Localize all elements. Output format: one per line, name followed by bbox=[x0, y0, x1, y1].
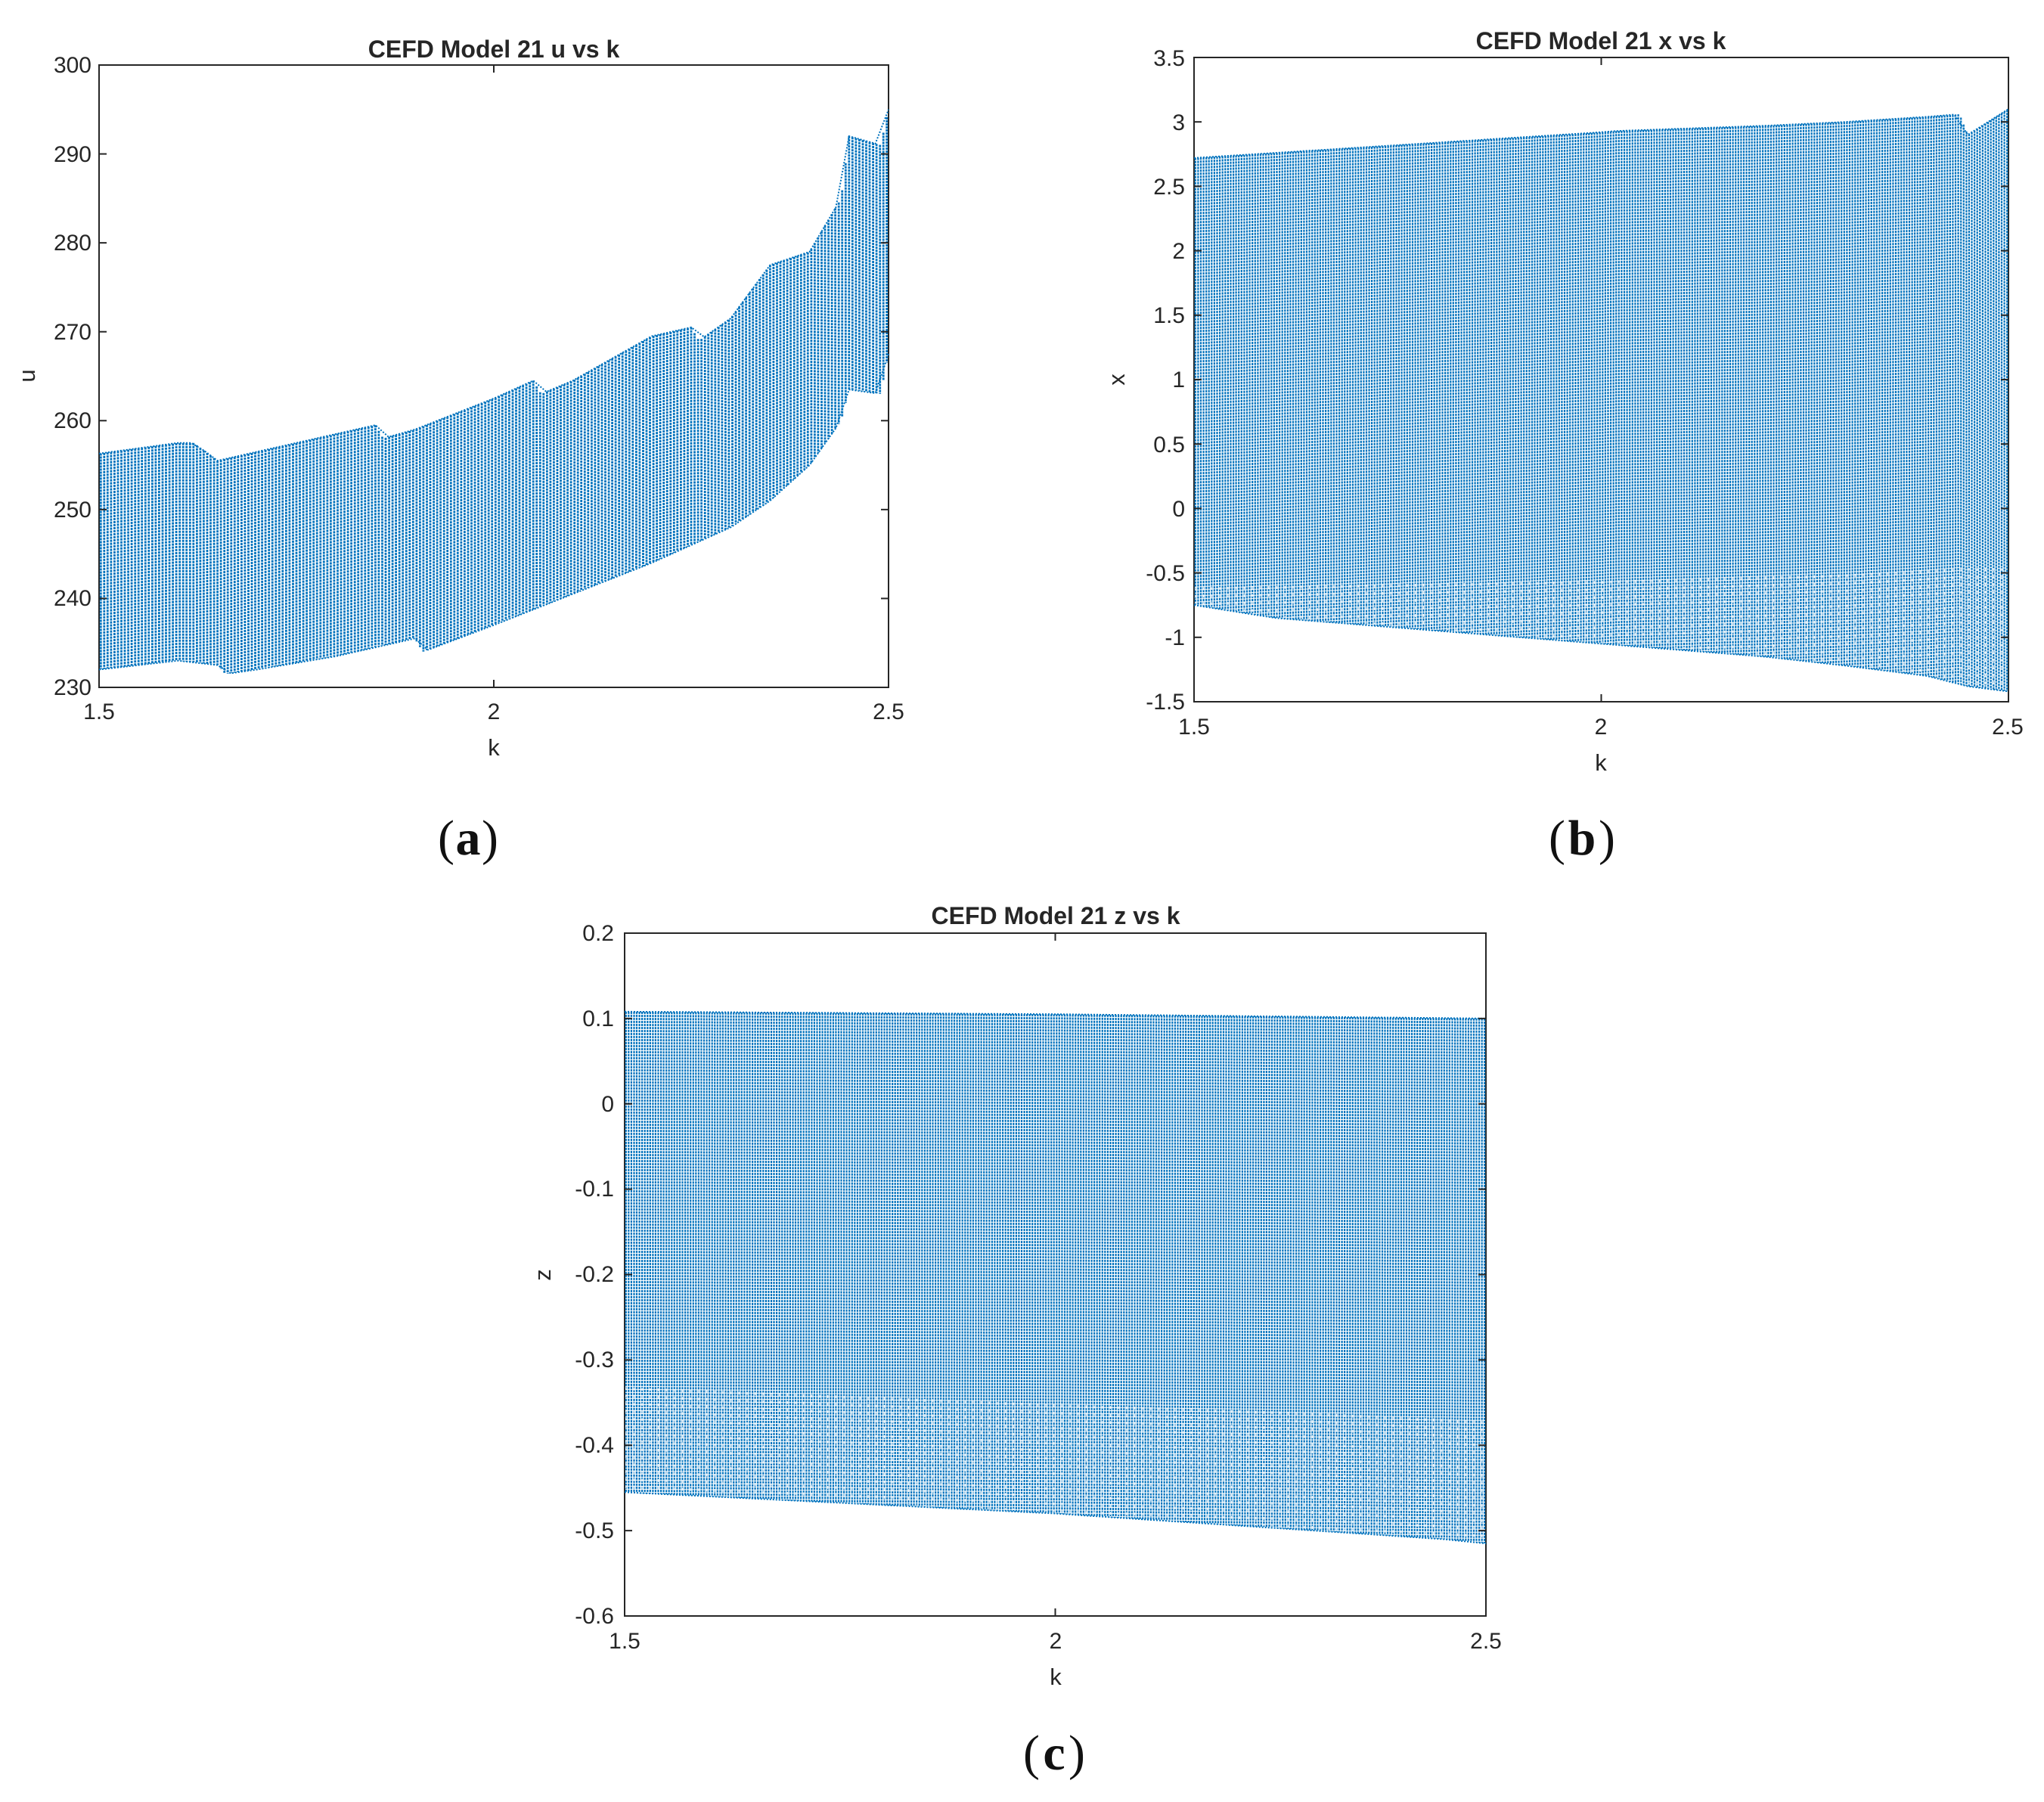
x-tick-label-a-2.5: 2.5 bbox=[873, 699, 904, 724]
y-tick-label-b-1: 1 bbox=[1172, 368, 1185, 392]
y-axis-label-a: u bbox=[14, 369, 40, 382]
panel-label-open-c: ( bbox=[1023, 1726, 1040, 1781]
chart-title-c: CEFD Model 21 z vs k bbox=[932, 902, 1180, 929]
y-axis-label-c: z bbox=[529, 1269, 556, 1281]
panel-a: CEFD Model 21 u vs k k u 1.5 2 2.5 230 2… bbox=[14, 36, 904, 866]
x-tick-label-c-2.5: 2.5 bbox=[1470, 1629, 1502, 1654]
x-tick-label-c-2: 2 bbox=[1050, 1629, 1062, 1654]
x-tick-label-a-1.5: 1.5 bbox=[83, 699, 115, 724]
y-tick-label-c--0.2: -0.2 bbox=[575, 1262, 614, 1287]
y-tick-label-a-270: 270 bbox=[54, 320, 91, 345]
y-tick-label-a-280: 280 bbox=[54, 231, 91, 256]
chart-title-b: CEFD Model 21 x vs k bbox=[1476, 27, 1726, 54]
y-tick-label-b-0: 0 bbox=[1172, 497, 1185, 522]
panel-c: CEFD Model 21 z vs k k z 1.5 2 2.5 -0.6 … bbox=[529, 902, 1502, 1781]
panel-label-close-a: ) bbox=[482, 811, 498, 866]
x-tick-label-b-1.5: 1.5 bbox=[1178, 715, 1210, 740]
y-tick-label-c--0.5: -0.5 bbox=[575, 1518, 614, 1543]
plot-area-b bbox=[1193, 108, 2009, 693]
y-tick-label-c--0.3: -0.3 bbox=[575, 1348, 614, 1372]
y-tick-label-a-290: 290 bbox=[54, 142, 91, 167]
y-tick-label-b--1: -1 bbox=[1165, 625, 1185, 650]
y-tick-label-b-1.5: 1.5 bbox=[1153, 303, 1185, 328]
y-tick-label-b-3.5: 3.5 bbox=[1153, 46, 1185, 71]
envelope-lower-b bbox=[1193, 604, 2009, 693]
x-tick-label-b-2.5: 2.5 bbox=[1992, 715, 2024, 740]
tick-marks-c bbox=[624, 932, 1487, 1617]
tick-marks-a bbox=[98, 64, 889, 688]
y-tick-label-b--1.5: -1.5 bbox=[1146, 690, 1185, 715]
y-axis-label-b: x bbox=[1103, 374, 1130, 386]
y-tick-label-a-240: 240 bbox=[54, 586, 91, 611]
x-axis-label-a: k bbox=[488, 734, 500, 761]
y-tick-label-b-2: 2 bbox=[1172, 239, 1185, 264]
y-tick-label-a-300: 300 bbox=[54, 53, 91, 78]
panel-label-c: c bbox=[1043, 1726, 1065, 1781]
panel-label-close-c: ) bbox=[1069, 1726, 1085, 1781]
y-tick-label-a-260: 260 bbox=[54, 408, 91, 433]
plot-area-c bbox=[624, 1010, 1487, 1545]
plot-area-a bbox=[98, 109, 889, 675]
y-tick-label-c-0: 0 bbox=[601, 1092, 614, 1117]
y-tick-label-a-250: 250 bbox=[54, 498, 91, 523]
panel-label-b: b bbox=[1568, 811, 1596, 866]
y-tick-label-b--0.5: -0.5 bbox=[1146, 561, 1185, 586]
y-tick-label-c--0.1: -0.1 bbox=[575, 1177, 614, 1202]
axes-box-b bbox=[1193, 57, 2009, 703]
panel-label-open-a: ( bbox=[438, 811, 454, 866]
y-tick-label-c-0.2: 0.2 bbox=[582, 921, 614, 946]
y-tick-label-b-2.5: 2.5 bbox=[1153, 175, 1185, 200]
envelope-upper-c bbox=[624, 1010, 1487, 1019]
panel-label-close-b: ) bbox=[1599, 811, 1615, 866]
panel-b: CEFD Model 21 x vs k k x 1.5 2 2.5 -1.5 … bbox=[1103, 27, 2024, 866]
y-tick-label-a-230: 230 bbox=[54, 675, 91, 700]
tick-marks-b bbox=[1193, 57, 2009, 703]
y-tick-label-c--0.6: -0.6 bbox=[575, 1604, 614, 1629]
y-tick-label-c-0.1: 0.1 bbox=[582, 1006, 614, 1031]
envelope-upper-a bbox=[98, 109, 889, 462]
y-tick-label-b-0.5: 0.5 bbox=[1153, 433, 1185, 457]
panel-label-open-b: ( bbox=[1549, 811, 1565, 866]
x-tick-label-b-2: 2 bbox=[1595, 715, 1608, 740]
x-tick-label-a-2: 2 bbox=[488, 699, 501, 724]
axes-box-c bbox=[624, 932, 1487, 1617]
panel-label-a: a bbox=[456, 811, 481, 866]
y-tick-label-b-3: 3 bbox=[1172, 110, 1185, 135]
x-axis-label-b: k bbox=[1595, 749, 1607, 776]
x-axis-label-c: k bbox=[1050, 1664, 1062, 1690]
x-tick-label-c-1.5: 1.5 bbox=[609, 1629, 640, 1654]
chart-title-a: CEFD Model 21 u vs k bbox=[368, 36, 620, 63]
y-tick-label-c--0.4: -0.4 bbox=[575, 1433, 614, 1458]
